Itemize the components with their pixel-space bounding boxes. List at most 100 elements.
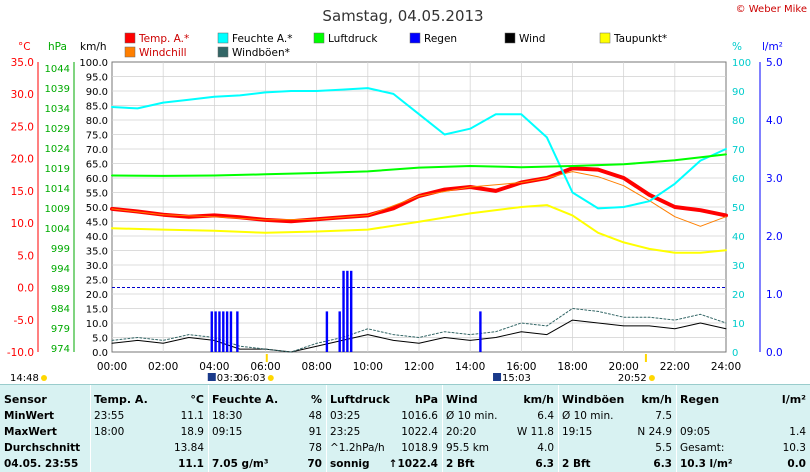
hum-current-value: 70 xyxy=(307,458,322,470)
press-tick-label: 999 xyxy=(51,244,70,255)
rain-bar xyxy=(225,311,229,352)
rain-bar xyxy=(325,311,329,352)
hum-row-value: 91 xyxy=(308,426,322,438)
press-tick-label: 1004 xyxy=(45,224,70,235)
legend-label: Temp. A.* xyxy=(138,33,189,45)
series-line xyxy=(111,319,727,353)
rain-header-value: l/m² xyxy=(781,393,806,406)
hum-tick-label: 70 xyxy=(732,145,745,156)
rain-bar xyxy=(342,270,345,352)
legend-label: Luftdruck xyxy=(328,33,378,45)
x-tick-label: 22:00 xyxy=(660,361,690,373)
table-col-gust: Windböen km/h Ø 10 min. 7.5 19:15 N 24.9 5.5 2 … xyxy=(558,385,677,472)
x-tick-label: 12:00 xyxy=(404,361,434,373)
press-tick-label: 1039 xyxy=(45,84,70,95)
sunset-marker xyxy=(644,354,647,362)
rain-bar xyxy=(229,311,233,352)
rain-bar xyxy=(479,311,482,352)
sensor-avg-label: Durchschnitt xyxy=(4,442,81,454)
table-col-temp: Temp. A. °C 23:55 11.1 18:00 18.9 13.84 11.1 xyxy=(90,385,209,472)
temp-current-value: 11.1 xyxy=(178,458,204,470)
rain-unit: l/m² xyxy=(762,41,783,53)
x-tick-label: 24:00 xyxy=(711,361,741,373)
wind-tick-label: 15.0 xyxy=(86,305,108,316)
x-tick-label: 10:00 xyxy=(353,361,383,373)
press-current-value: ↑1022.4 xyxy=(388,458,438,470)
temp-header-value: °C xyxy=(190,393,204,406)
wind-tick-label: 10.0 xyxy=(86,319,108,330)
moon-icon xyxy=(493,373,502,381)
press-row: 23:25 1022.4 xyxy=(326,424,442,440)
legend-swatch xyxy=(409,32,421,44)
gust-row: 5.5 xyxy=(558,440,676,456)
wind-tick-label: 60.0 xyxy=(86,174,108,185)
hum-current: 7.05 g/m³ 70 xyxy=(208,456,326,472)
gust-row: 19:15 N 24.9 xyxy=(558,424,676,440)
sun-icon xyxy=(41,375,47,381)
rain-bar xyxy=(338,311,341,352)
press-row: ^1.2hPa/h 1018.9 xyxy=(326,440,442,456)
press-tick-label: 1034 xyxy=(45,104,70,115)
x-tick-label: 16:00 xyxy=(506,361,536,373)
rain-row-label: 09:05 xyxy=(680,426,711,438)
legend-label: Windböen* xyxy=(232,47,290,59)
temp-tick-label: 25.0 xyxy=(11,121,34,133)
wind-row-label: 20:20 xyxy=(446,426,477,438)
wind-row-value: 4.0 xyxy=(537,442,554,454)
rain-tick-label: 1.0 xyxy=(766,289,783,301)
gust-header-label: Windböen xyxy=(562,393,625,406)
rain-bar xyxy=(218,311,221,352)
wind-row: Ø 10 min. 6.4 xyxy=(442,408,558,424)
x-tick-label: 04:00 xyxy=(199,361,229,373)
rain-tick-label: 3.0 xyxy=(766,173,783,185)
hum-header-label: Feuchte A. xyxy=(212,393,279,406)
wind-header-label: Wind xyxy=(446,393,478,406)
legend-swatch xyxy=(124,46,136,58)
press-row-label: 03:25 xyxy=(330,410,361,422)
wind-tick-label: 25.0 xyxy=(86,276,108,287)
now-time: 14:48 xyxy=(10,373,39,384)
wind-tick-label: 45.0 xyxy=(86,218,108,229)
temp-row: 13.84 xyxy=(90,440,208,456)
legend-swatch xyxy=(124,32,136,44)
hum-header-value: % xyxy=(310,393,322,406)
legend-swatch xyxy=(599,32,611,44)
temp-tick-label: 0.0 xyxy=(17,283,34,295)
wind-tick-label: 20.0 xyxy=(86,290,108,301)
rain-row xyxy=(676,408,810,424)
wind-tick-label: 50.0 xyxy=(86,203,108,214)
wind-tick-label: 100.0 xyxy=(79,58,108,69)
credit-text: © Weber Mike xyxy=(736,4,807,15)
sun-icon xyxy=(267,375,274,381)
press-row: 03:25 1016.6 xyxy=(326,408,442,424)
hum-tick-label: 40 xyxy=(732,232,745,243)
wind-current: 2 Bft 6.3 xyxy=(442,456,558,472)
press-row-value: 1016.6 xyxy=(401,410,438,422)
temp-tick-label: -10.0 xyxy=(7,347,34,359)
rain-row: Gesamt: 10.3 xyxy=(676,440,810,456)
press-tick-label: 989 xyxy=(51,284,70,295)
moonset-time: 03:3 xyxy=(217,373,239,384)
sunset-time: 20:52 xyxy=(618,373,647,384)
temp-tick-label: 35.0 xyxy=(11,57,34,69)
press-header: Luftdruck hPa xyxy=(326,392,442,408)
hum-tick-label: 0 xyxy=(732,348,738,359)
press-tick-label: 979 xyxy=(51,324,70,335)
table-col-hum: Feuchte A.% 18:30 48 09:15 91 78 7.05 g/m³ 70 xyxy=(208,385,327,472)
wind-tick-label: 85.0 xyxy=(86,102,108,113)
table-col-rain: Regen l/m² 09:05 1.4 Gesamt: 10.3 10.3 l/m² 0.0 xyxy=(676,385,810,472)
legend-swatch xyxy=(313,32,325,44)
sensor-min-label: MinWert xyxy=(4,410,55,422)
hum-header: Feuchte A.% xyxy=(208,392,326,408)
press-row-value: 1022.4 xyxy=(401,426,438,438)
temp-header-label: Temp. A. xyxy=(94,393,148,406)
wind-tick-label: 0.0 xyxy=(92,348,108,359)
hum-tick-label: 80 xyxy=(732,116,745,127)
temp-row-label: 18:00 xyxy=(94,426,125,438)
gust-row: Ø 10 min. 7.5 xyxy=(558,408,676,424)
table-col-sensor: Sensor MinWert MaxWert Durchschnitt 04.0… xyxy=(0,385,91,472)
table-col-press: Luftdruck hPa 03:25 1016.6 23:25 1022.4 ^1.2hP… xyxy=(326,385,443,472)
temp-tick-label: 10.0 xyxy=(11,218,34,230)
press-row-value: 1018.9 xyxy=(401,442,438,454)
legend-label: Windchill xyxy=(139,47,187,59)
